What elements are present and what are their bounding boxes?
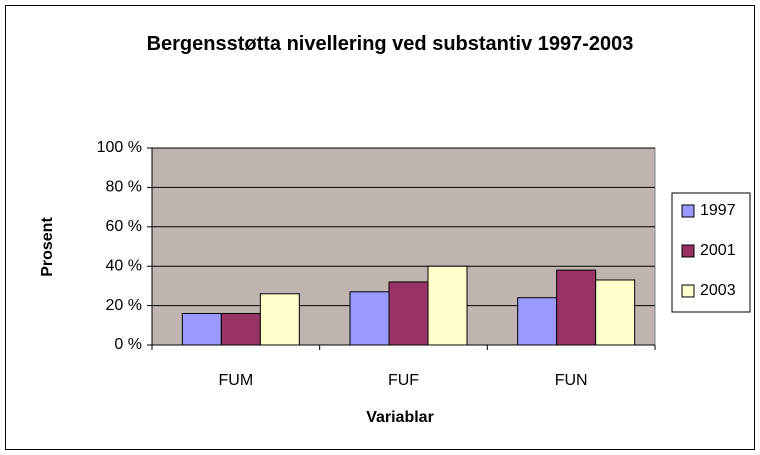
- bar: [556, 269, 597, 346]
- legend-label: 1997: [700, 202, 736, 219]
- bar: [427, 265, 468, 346]
- y-axis-label: Prosent: [39, 217, 56, 277]
- x-tick-label: FUM: [219, 372, 254, 389]
- y-tick-label: 100 %: [97, 139, 142, 156]
- bar: [349, 291, 390, 346]
- y-tick-label: 40 %: [106, 257, 142, 274]
- bar: [181, 312, 222, 346]
- legend-swatch: [681, 244, 695, 258]
- bar: [220, 312, 261, 346]
- bar: [517, 297, 558, 346]
- bar: [388, 281, 429, 346]
- x-tick-label: FUF: [388, 372, 419, 389]
- chart-title: Bergensstøtta nivellering ved substantiv…: [146, 33, 634, 55]
- bar: [595, 279, 636, 346]
- legend-swatch: [681, 284, 695, 298]
- y-tick-label: 20 %: [106, 297, 142, 314]
- y-tick-label: 60 %: [106, 218, 142, 235]
- bar: [259, 293, 300, 346]
- legend-swatch: [681, 204, 695, 218]
- legend-label: 2003: [700, 282, 736, 299]
- y-tick-label: 0 %: [114, 336, 142, 353]
- legend-label: 2001: [700, 242, 736, 259]
- x-tick-label: FUN: [555, 372, 588, 389]
- y-tick-label: 80 %: [106, 179, 142, 196]
- x-axis-label: Variablar: [366, 409, 434, 426]
